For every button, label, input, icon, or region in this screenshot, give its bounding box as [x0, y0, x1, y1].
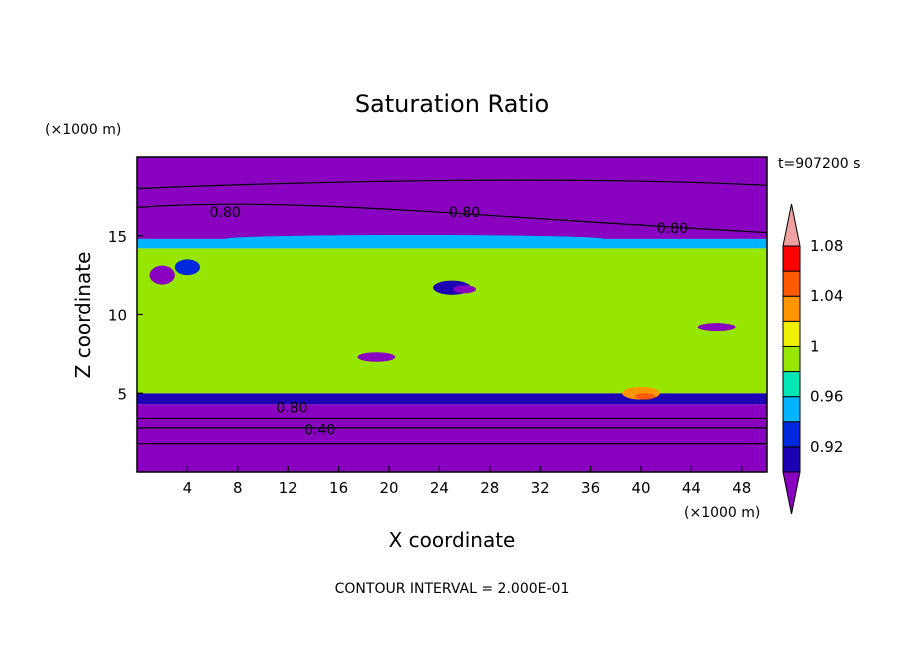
colorbar-box: [782, 421, 801, 448]
x-tick-label: 24: [430, 479, 449, 497]
colorbar-tick-label: 1.08: [810, 237, 843, 255]
x-tick-label: 48: [732, 479, 751, 497]
x-tick-label: 28: [480, 479, 499, 497]
chart-title: Saturation Ratio: [355, 90, 549, 118]
colorbar-upper-triangle: [782, 203, 801, 247]
plot-area: 0.80 0.80 0.80 0.80 0.40: [136, 156, 768, 473]
field-patch: [628, 267, 704, 299]
y-tick-label: 5: [117, 385, 127, 403]
x-tick-label: 36: [581, 479, 600, 497]
field-patch: [174, 259, 200, 276]
colorbar-tick-label: 1: [810, 337, 820, 355]
colorbar-box: [782, 295, 801, 322]
field-band: [137, 404, 767, 472]
x-tick-label: 8: [233, 479, 243, 497]
contour-line: [136, 203, 768, 234]
y-axis: 5 10 15: [108, 228, 143, 403]
colorbar-box: [782, 245, 801, 272]
x-tick-label: 12: [279, 479, 298, 497]
x-unit-label: (×1000 m): [684, 505, 760, 521]
y-tick-label: 15: [108, 228, 127, 246]
field-patch: [697, 323, 736, 332]
field-patch: [420, 263, 509, 287]
field-band: [137, 157, 767, 239]
field-band: [137, 393, 767, 405]
contour-label: 0.80: [210, 205, 241, 221]
field-patch: [225, 330, 301, 362]
colorbar-tick-label: 0.96: [810, 388, 843, 406]
colorbar-box: [782, 396, 801, 423]
colorbar-lower-triangle: [782, 471, 801, 515]
contour-interval-footer: CONTOUR INTERVAL = 2.000E-01: [335, 581, 570, 597]
field-patch: [225, 234, 604, 243]
contour-label: 0.80: [657, 221, 688, 237]
field-patch: [288, 256, 389, 279]
x-tick-label: 44: [682, 479, 701, 497]
y-axis-title: Z coordinate: [71, 252, 95, 379]
x-tick-label: 4: [183, 479, 193, 497]
field-patch: [464, 306, 566, 354]
colorbar-box: [782, 446, 801, 473]
colorbar-box: [782, 320, 801, 347]
time-label: t=907200 s: [778, 156, 860, 172]
colorbar-tick-label: 0.92: [810, 438, 843, 456]
contour-label: 0.80: [449, 205, 480, 221]
field-patch: [149, 265, 175, 285]
contour-label: 0.80: [276, 400, 307, 416]
colorbar: 0.92 0.96 1 1.04 1.08: [782, 203, 843, 515]
field-patch: [453, 285, 476, 294]
field-band: [137, 238, 767, 249]
colorbar-box: [782, 345, 801, 373]
field-patch: [659, 322, 723, 370]
contour-line: [136, 179, 768, 190]
x-tick-label: 20: [379, 479, 398, 497]
contour-label: 0.40: [304, 422, 335, 438]
y-unit-label: (×1000 m): [45, 122, 121, 138]
x-tick-label: 16: [329, 479, 348, 497]
field-patch: [634, 393, 655, 400]
x-axis: 4 8 12 16 20 24 28 32 36 40 44 48: [183, 466, 751, 497]
colorbar-box: [782, 270, 801, 297]
x-tick-label: 40: [631, 479, 650, 497]
colorbar-tick-label: 1.04: [810, 287, 843, 305]
field-patch: [357, 352, 396, 362]
x-axis-title: X coordinate: [389, 528, 516, 552]
y-tick-label: 10: [108, 307, 127, 325]
x-tick-label: 32: [531, 479, 550, 497]
colorbar-box: [782, 371, 801, 398]
